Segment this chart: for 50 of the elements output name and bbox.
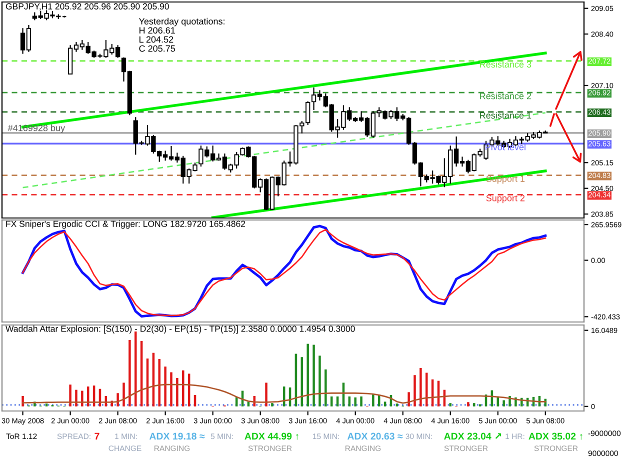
annotation: C 205.75 — [139, 45, 176, 52]
text: ADX 20.63 ≈ — [347, 432, 403, 440]
ref-line-label: Resistance 1 — [480, 112, 532, 119]
chart-title: Waddah Attar Explosion: [S(150) - D2(30) - EP(15) - TP(15)] 2.3580 0.0000 1.4954 0.3000 — [6, 325, 355, 334]
ref-line-label: #4169928 buy — [8, 124, 66, 133]
text: ADX 19.18 ≈ — [149, 432, 205, 440]
bar — [414, 375, 416, 406]
chart-title: FX Sniper's Ergodic CCI & Trigger: LONG 182.9720 165.4862 — [6, 220, 246, 229]
bar — [408, 392, 410, 406]
bar — [45, 404, 48, 406]
text: ADX 35.02 ↑ — [528, 432, 582, 440]
bar — [473, 403, 476, 406]
bar — [265, 382, 268, 406]
bar — [176, 378, 178, 406]
bar — [69, 384, 72, 406]
bar — [271, 403, 274, 406]
bar — [502, 400, 505, 406]
bar — [122, 382, 125, 406]
bar — [128, 340, 131, 406]
ref-line-label: Support 2 — [486, 194, 525, 204]
bar — [396, 404, 398, 406]
bar — [324, 369, 327, 406]
text: 7 — [94, 432, 100, 440]
annotation: L 204.52 — [140, 36, 174, 43]
ref-line-label: Resistance 3 — [480, 60, 532, 68]
bar — [360, 396, 362, 406]
bar — [182, 370, 184, 406]
bar — [318, 356, 321, 406]
line-series — [22, 384, 546, 404]
bar — [312, 344, 315, 406]
annotation: Yesterday quotations: — [138, 18, 224, 26]
text: ADX 44.99 ↑ — [244, 432, 298, 440]
ref-line-label: Resistance 2 — [480, 92, 532, 100]
bar — [158, 358, 161, 406]
bar — [425, 372, 428, 406]
bar — [170, 372, 172, 406]
text: ADX 23.04 ↗ — [444, 432, 502, 440]
annotation: H 206.61 — [140, 27, 175, 34]
bar — [81, 390, 84, 406]
bar — [420, 368, 422, 406]
chart-title: GBPJPY,H1 205.92 205.96 205.90 205.90 — [6, 3, 169, 11]
bar — [306, 344, 309, 406]
bar — [449, 403, 452, 406]
bar — [164, 366, 166, 406]
bar — [354, 397, 356, 406]
bar — [467, 402, 470, 406]
bar — [372, 394, 374, 406]
bar — [75, 390, 78, 406]
bar — [384, 402, 386, 406]
bar — [134, 331, 137, 406]
